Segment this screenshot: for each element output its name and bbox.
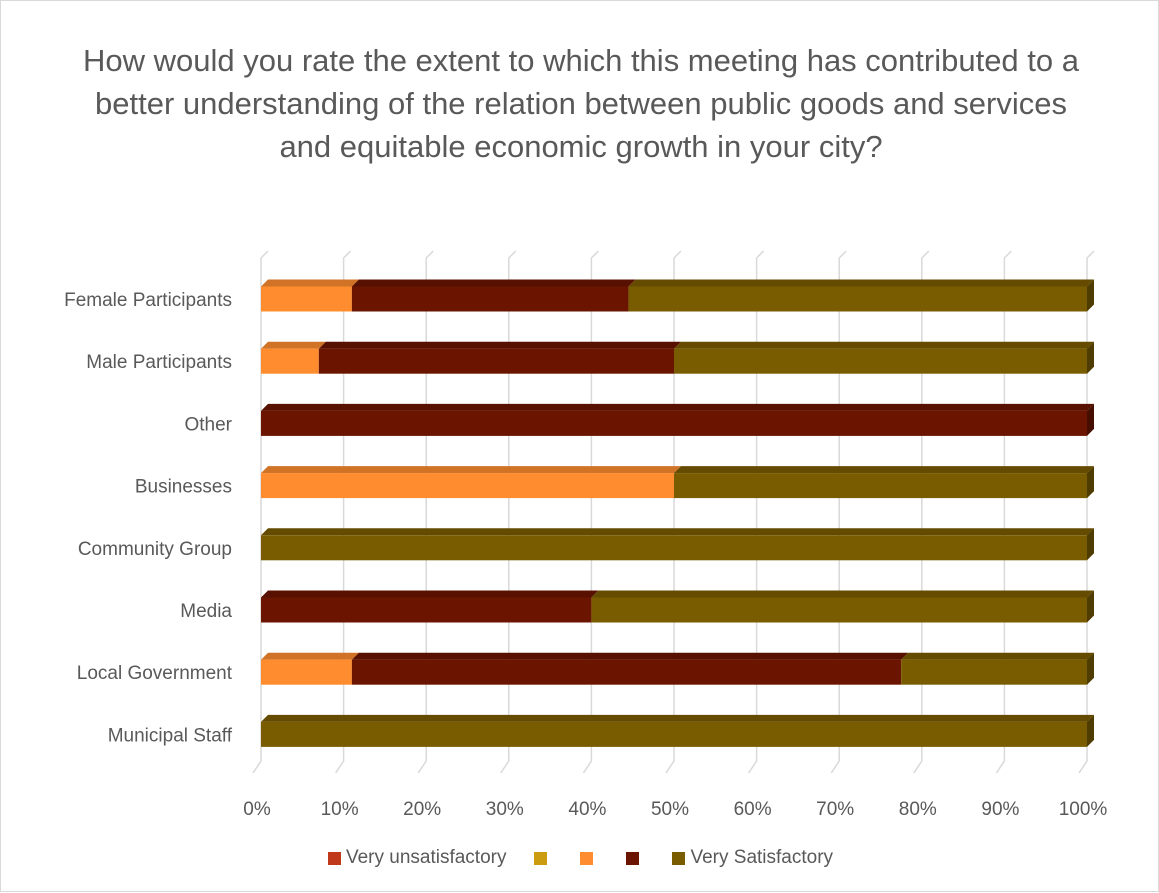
bar-segment: [261, 286, 352, 312]
category-label: Female Participants: [64, 290, 232, 311]
gridline: [913, 250, 930, 774]
legend-swatch: [580, 851, 594, 865]
bar-segment-top: [261, 403, 1094, 411]
legend-swatch: [626, 851, 640, 865]
bar-segment-side: [1087, 652, 1094, 685]
bar-segment: [351, 286, 629, 312]
bar-segment-top: [261, 652, 359, 660]
bar-segment-side: [1087, 590, 1094, 623]
bar-segment-top: [591, 590, 1094, 598]
bar-segment: [901, 659, 1087, 685]
chart-title: How would you rate the extent to which t…: [82, 43, 1079, 164]
gridline: [334, 250, 352, 774]
x-tick-label: 100%: [1059, 799, 1108, 820]
legend-item: Very unsatisfactory: [327, 847, 507, 869]
category-label: Other: [184, 414, 232, 435]
bar-segment-top: [261, 528, 1094, 536]
legend-swatch: [534, 851, 548, 865]
x-tick-label: 80%: [899, 799, 937, 820]
bar-segment: [318, 348, 674, 374]
bar-segment: [261, 659, 352, 685]
x-tick-label: 50%: [651, 799, 689, 820]
bar-segment-top: [351, 279, 636, 287]
bar-segment-top: [674, 466, 1094, 474]
category-label: Local Government: [77, 663, 233, 684]
bar-segment-side: [1087, 279, 1094, 312]
bar-segment: [261, 597, 592, 623]
bar-segment: [261, 721, 1087, 747]
legend-item: [626, 851, 644, 865]
x-tick-label: 90%: [981, 799, 1019, 820]
bar-segment: [261, 535, 1087, 561]
legend-item: [534, 851, 552, 865]
gridline: [1078, 250, 1095, 774]
category-label: Municipal Staff: [108, 725, 233, 746]
gridline: [252, 250, 269, 774]
bar-segment-top: [261, 590, 599, 598]
legend-swatch: [327, 851, 341, 865]
legend-label: Very unsatisfactory: [345, 847, 507, 868]
x-tick-label: 40%: [568, 799, 606, 820]
bar-segment: [591, 597, 1087, 623]
bar-segment-top: [318, 341, 681, 349]
gridline: [417, 250, 434, 774]
bar-segment-top: [674, 341, 1094, 349]
bar-segment-side: [1087, 341, 1094, 374]
legend-item: [580, 851, 598, 865]
gridline: [665, 250, 682, 774]
gridline: [747, 250, 765, 774]
bar-segment-top: [261, 714, 1094, 722]
bar-segment: [628, 286, 1087, 312]
category-label: Male Participants: [86, 352, 232, 373]
bar-segment-top: [351, 652, 909, 660]
category-label: Media: [180, 601, 232, 622]
gridline: [582, 250, 599, 774]
chart-legend: Very unsatisfactory Very Satisfactory: [1, 847, 1159, 869]
bar-segment-top: [628, 279, 1094, 287]
bar-segment: [674, 473, 1087, 499]
bar-segment: [261, 410, 1087, 436]
bar-segment-side: [1087, 466, 1094, 499]
bar-segment-top: [901, 652, 1094, 660]
bar-segment: [351, 659, 902, 685]
x-tick-label: 20%: [403, 799, 441, 820]
bar-segment-side: [1087, 714, 1094, 747]
legend-swatch: [672, 851, 686, 865]
bar-segment: [261, 348, 319, 374]
bar-segment-side: [1087, 403, 1094, 436]
bar-segment-top: [261, 466, 681, 474]
gridline: [830, 250, 847, 774]
category-label: Businesses: [135, 477, 232, 498]
bar-segment-top: [261, 341, 326, 349]
bar-segment-top: [261, 279, 359, 287]
gridline: [995, 250, 1012, 774]
x-tick-label: 70%: [816, 799, 854, 820]
legend-item: Very Satisfactory: [672, 847, 833, 869]
category-label: Community Group: [78, 539, 232, 560]
x-tick-label: 60%: [734, 799, 772, 820]
x-tick-label: 0%: [243, 799, 271, 820]
x-tick-label: 10%: [321, 799, 359, 820]
bar-segment: [261, 473, 674, 499]
legend-label: Very Satisfactory: [690, 847, 834, 868]
gridline: [500, 250, 517, 774]
bar-segment-side: [1087, 528, 1094, 561]
bar-segment: [674, 348, 1087, 374]
x-tick-label: 30%: [486, 799, 524, 820]
